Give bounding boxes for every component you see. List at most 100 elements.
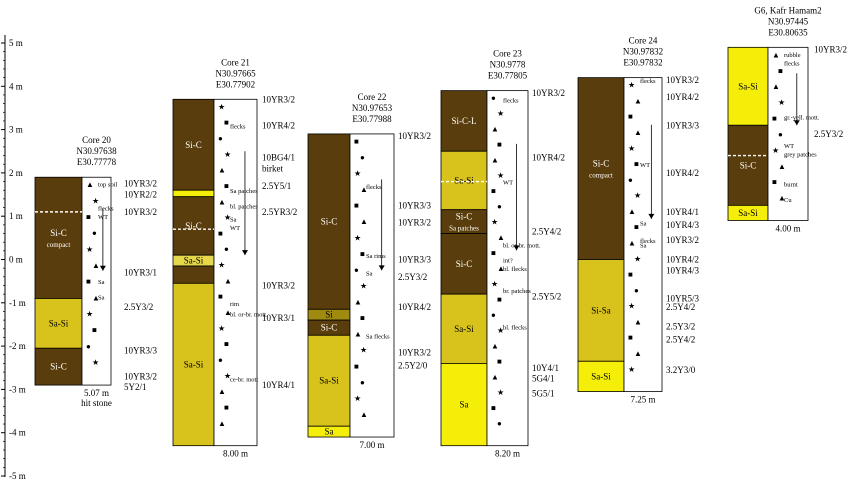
description-column <box>486 90 529 447</box>
core-title-line: E30.77988 <box>352 114 392 124</box>
sediment-symbol: ★ <box>628 144 635 153</box>
sediment-symbol: ★ <box>354 169 361 178</box>
munsell-label: 10YR3/2 <box>124 371 157 381</box>
layer-sublabel: compact <box>589 172 613 180</box>
sediment-symbol: ● <box>360 378 365 387</box>
munsell-label: 10YR3/2 <box>814 44 847 54</box>
sediment-symbol: ● <box>628 175 633 184</box>
sediment-symbol: ▲ <box>218 166 226 175</box>
description-column <box>213 98 258 447</box>
sediment-symbol: ★ <box>354 233 361 242</box>
core-title-line: Core 21 <box>221 57 250 67</box>
core-depth-label: 5.07 m <box>84 388 109 398</box>
depth-tick-label: -3 m <box>9 384 26 394</box>
layer-label: Sa <box>460 400 469 410</box>
sediment-symbol: ▲ <box>224 276 232 285</box>
core-note: WT <box>230 225 240 232</box>
core-layer <box>172 196 215 256</box>
munsell-label: 10YR2/2 <box>124 190 157 200</box>
sediment-symbol: ★ <box>772 146 779 155</box>
sediment-symbol: ▲ <box>628 238 636 247</box>
core-note: bl. or-br. mott. <box>503 242 541 249</box>
layer-label: Si-C <box>456 259 473 269</box>
layer-sublabel: Sa patches <box>449 225 479 233</box>
sediment-symbol: ■ <box>218 229 223 238</box>
description-column <box>349 133 395 438</box>
core-layer <box>440 233 488 295</box>
core-title-line: E30.77778 <box>77 157 117 167</box>
core-note: flecks <box>503 97 519 104</box>
munsell-label: 2.5Y3/2 <box>814 129 843 139</box>
munsell-label: 10YR4/3 <box>666 265 700 275</box>
munsell-label: 10YR4/2 <box>398 302 431 312</box>
munsell-label: 2.5Y3/2 <box>666 322 695 332</box>
core-title-line: N30.97665 <box>215 68 256 78</box>
layer-label: Si-Sa <box>591 305 611 315</box>
core-layer <box>577 360 625 392</box>
munsell-label: 10Y4/1 <box>532 363 559 373</box>
munsell-label: 2.5Y4/2 <box>666 302 695 312</box>
munsell-label: 2.5Y4/2 <box>666 335 695 345</box>
sediment-symbol: ▲ <box>360 185 368 194</box>
munsell-label: 5G5/1 <box>532 389 555 399</box>
core-layer <box>440 293 488 364</box>
layer-label: Si-C <box>740 160 757 170</box>
core-layer <box>577 259 625 362</box>
core-layer <box>34 176 83 299</box>
core-note: bl. patches <box>230 203 258 210</box>
munsell-label: 10YR4/2 <box>666 92 699 102</box>
sediment-symbol: ■ <box>491 187 496 196</box>
core-note: Sa flecks <box>366 333 390 340</box>
core-extra-label: hit stone <box>81 398 112 408</box>
core-note: flecks <box>640 78 656 85</box>
core-layer <box>440 150 488 211</box>
core-depth-label: 7.00 m <box>359 440 384 450</box>
sediment-symbol: ▲ <box>218 197 226 206</box>
core-layer <box>307 133 351 310</box>
layer-label: Sa-Si <box>738 81 758 91</box>
layer-label: Si-C <box>50 362 67 372</box>
sediment-symbol: ▲ <box>634 317 642 326</box>
sediment-symbol: ■ <box>86 277 91 286</box>
sediment-symbol: ■ <box>354 137 359 146</box>
munsell-label: 2.5Y4/2 <box>532 226 561 236</box>
core-note: rim <box>230 301 239 308</box>
depth-tick-label: -4 m <box>9 428 26 438</box>
trend-arrow-head <box>513 245 520 251</box>
sediment-symbol: ▲ <box>360 217 368 226</box>
sediment-symbol: ★ <box>218 261 225 270</box>
munsell-label: 10YR4/1 <box>262 380 295 390</box>
munsell-label: 10YR3/3 <box>398 255 432 265</box>
core-title-line: N30.9778 <box>490 60 526 70</box>
sediment-symbol: ★ <box>218 102 225 111</box>
sediment-symbol: ★ <box>497 326 504 335</box>
sediment-symbol: ● <box>224 245 229 254</box>
core-layer <box>172 189 215 198</box>
sediment-symbol: ★ <box>634 191 641 200</box>
core-note: flecks <box>784 60 800 67</box>
core-note: Sa rims <box>366 253 386 260</box>
sediment-symbol: ▲ <box>491 373 499 382</box>
core-note: Sa <box>640 242 647 249</box>
munsell-label: 2.5Y5/1 <box>262 181 291 191</box>
sediment-symbol: ■ <box>224 403 229 412</box>
munsell-label: 2.5Y3/2 <box>124 302 153 312</box>
trend-arrow-head <box>99 265 106 271</box>
core-note: bl. flecks <box>503 325 527 332</box>
munsell-label: 2.5Y3/2 <box>398 272 427 282</box>
layer-label: Sa-Si <box>319 376 339 386</box>
sediment-symbol: ▲ <box>354 330 362 339</box>
core-note: flecks <box>640 238 656 245</box>
core-title-line: G6, Kafr Hamam2 <box>754 5 821 15</box>
munsell-label: birket <box>262 164 283 174</box>
core-note: br. patches <box>503 288 531 295</box>
munsell-label: 10YR3/2 <box>666 235 699 245</box>
layer-label: Si-C <box>185 221 202 231</box>
sediment-symbol: ■ <box>497 357 502 366</box>
sediment-symbol: ● <box>778 130 783 139</box>
depth-tick-label: 2 m <box>9 168 23 178</box>
sediment-symbol: ■ <box>772 178 777 187</box>
munsell-label: 10BG4/1 <box>262 153 295 163</box>
